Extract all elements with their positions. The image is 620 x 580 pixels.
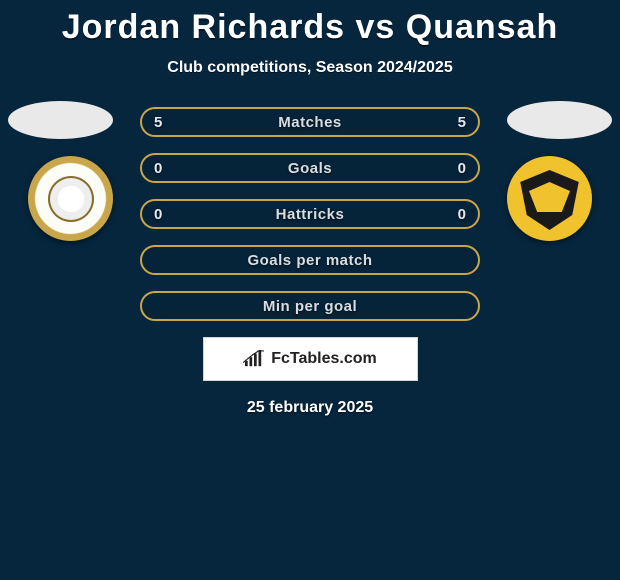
comparison-content: 5 Matches 5 0 Goals 0 0 Hattricks 0 Goal… [0, 101, 620, 417]
player-placeholder-right [507, 101, 612, 139]
stats-rows: 5 Matches 5 0 Goals 0 0 Hattricks 0 Goal… [140, 101, 480, 321]
stat-left-value: 0 [154, 206, 162, 223]
club-badge-right [507, 156, 592, 241]
stat-row-matches: 5 Matches 5 [140, 107, 480, 137]
stat-right-value: 5 [458, 114, 466, 131]
stat-row-min-per-goal: Min per goal [140, 291, 480, 321]
stat-label: Hattricks [276, 206, 345, 223]
footer-date: 25 february 2025 [0, 399, 620, 417]
stat-right-value: 0 [458, 160, 466, 177]
stat-label: Matches [278, 114, 342, 131]
stat-row-goals: 0 Goals 0 [140, 153, 480, 183]
player-placeholder-left [8, 101, 113, 139]
stat-row-hattricks: 0 Hattricks 0 [140, 199, 480, 229]
stat-row-goals-per-match: Goals per match [140, 245, 480, 275]
brand-text: FcTables.com [271, 350, 377, 368]
stat-left-value: 0 [154, 160, 162, 177]
club-badge-left [28, 156, 113, 241]
stat-left-value: 5 [154, 114, 162, 131]
stat-right-value: 0 [458, 206, 466, 223]
stat-label: Goals per match [247, 252, 372, 269]
stat-label: Min per goal [263, 298, 357, 315]
bar-chart-icon [243, 350, 265, 368]
brand-box[interactable]: FcTables.com [203, 337, 418, 381]
stat-label: Goals [288, 160, 332, 177]
page-title: Jordan Richards vs Quansah [0, 0, 620, 47]
page-subtitle: Club competitions, Season 2024/2025 [0, 59, 620, 77]
